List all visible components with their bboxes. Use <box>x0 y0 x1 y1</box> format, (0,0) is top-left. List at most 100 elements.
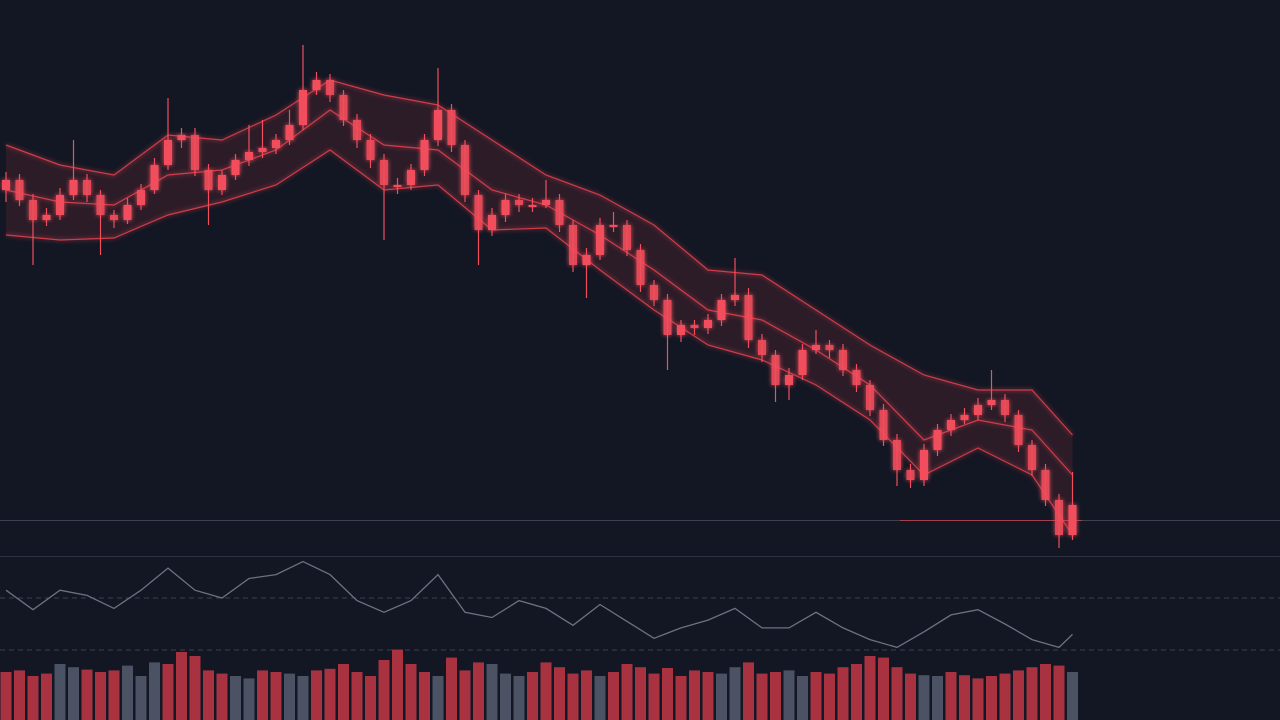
candle-body <box>771 355 780 385</box>
candle-body <box>420 140 429 170</box>
candle-body <box>366 140 375 160</box>
volume-bar <box>1040 664 1051 720</box>
volume-bar <box>891 667 903 720</box>
candle-body <box>636 250 645 285</box>
candle-body <box>515 200 523 205</box>
volume-bar <box>621 664 633 720</box>
volume-bar <box>554 667 565 720</box>
volume-bar <box>432 676 444 720</box>
candle-body <box>731 295 739 300</box>
volume-bar <box>365 676 376 720</box>
candle-body <box>555 200 564 225</box>
volume-bar <box>392 649 403 720</box>
candle-body <box>407 170 415 185</box>
candle-body <box>542 200 550 205</box>
volume-bar <box>1013 670 1024 720</box>
volume-bar <box>729 667 741 720</box>
candle-body <box>285 125 294 140</box>
candle-body <box>56 195 64 215</box>
volume-bar <box>689 670 700 720</box>
candle-body <box>15 180 24 200</box>
candle-body <box>663 300 672 335</box>
candle-body <box>326 80 334 95</box>
candle-body <box>69 180 78 195</box>
volume-bar <box>972 678 984 720</box>
volume-bar <box>122 665 133 720</box>
volume-bar <box>257 670 268 720</box>
volume-bar <box>108 670 120 720</box>
candle-body <box>798 350 807 375</box>
candle-body <box>191 135 199 170</box>
volume-bar <box>513 676 525 720</box>
candle-body <box>974 405 982 415</box>
candle-body <box>42 215 51 220</box>
candle-body <box>569 225 577 265</box>
candle-body <box>812 345 820 350</box>
candle-body <box>231 160 240 175</box>
volume-bar <box>959 675 970 720</box>
candle-body <box>137 190 145 205</box>
candle-body <box>623 225 631 250</box>
volume-bar <box>473 662 484 720</box>
candle-body <box>501 200 510 215</box>
volume-bar <box>756 673 768 720</box>
volume-bar <box>1067 672 1078 720</box>
volume-bar <box>230 676 241 720</box>
volume-bar <box>203 670 214 720</box>
volume-bar <box>419 672 430 720</box>
volume-bar <box>486 664 498 720</box>
volume-bar <box>864 656 876 720</box>
candle-body <box>704 320 712 328</box>
candle-body <box>879 410 888 440</box>
volume-bar <box>270 672 282 720</box>
candle-body <box>528 205 537 207</box>
volume-bar <box>567 673 579 720</box>
volume-bar <box>702 672 714 720</box>
volume-bar <box>662 668 673 720</box>
volume-bar <box>1053 665 1065 720</box>
candle-body <box>839 350 847 370</box>
volume-bar <box>932 676 943 720</box>
candle-body <box>933 430 942 450</box>
candle-body <box>947 420 955 430</box>
candle-body <box>393 185 402 187</box>
volume-bar <box>351 672 363 720</box>
volume-bar <box>297 676 309 720</box>
volume-bar <box>54 664 66 720</box>
candle-body <box>690 325 699 328</box>
volume-bar <box>594 676 606 720</box>
candle-body <box>1068 505 1077 535</box>
volume-bar <box>905 673 916 720</box>
candle-body <box>204 170 213 190</box>
candle-body <box>272 140 280 148</box>
volume-bar <box>81 669 93 720</box>
volume-bar <box>824 673 835 720</box>
candle-body <box>312 80 321 90</box>
volume-bar <box>500 673 511 720</box>
candle-body <box>83 180 91 195</box>
candle-body <box>434 110 442 140</box>
volume-bar <box>324 668 336 720</box>
candle-body <box>1028 445 1036 470</box>
volume-bar <box>986 676 997 720</box>
volume-bar <box>189 656 201 720</box>
volume-bar <box>675 676 687 720</box>
volume-bar <box>459 670 471 720</box>
volume-bar <box>311 670 322 720</box>
volume-bar <box>176 652 187 720</box>
volume-bar <box>581 670 592 720</box>
volume-bar <box>783 670 795 720</box>
candle-body <box>96 195 105 215</box>
volume-bar <box>945 672 957 720</box>
candle-body <box>245 152 253 160</box>
volume-bar <box>999 673 1011 720</box>
candle-body <box>447 110 456 145</box>
volume-bar <box>716 673 727 720</box>
volume-bar <box>95 672 106 720</box>
volume-bar <box>918 675 930 720</box>
candle-body <box>488 215 496 230</box>
candle-body <box>123 205 132 220</box>
volume-bar <box>608 672 619 720</box>
volume-bar <box>162 664 174 720</box>
